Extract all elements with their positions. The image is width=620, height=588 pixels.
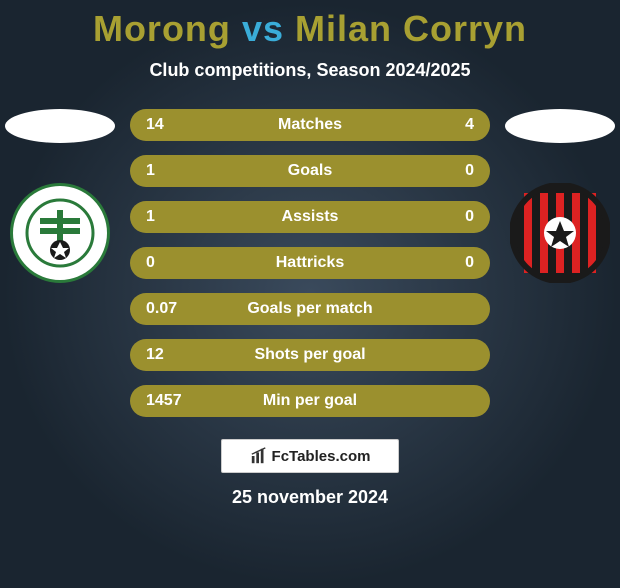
player1-column <box>0 109 120 283</box>
stat-row-assists: 1Assists0 <box>130 201 490 233</box>
stat-label: Goals per match <box>186 300 434 318</box>
stat-label: Min per goal <box>186 392 434 410</box>
subtitle: Club competitions, Season 2024/2025 <box>0 60 620 81</box>
stat-row-min-per-goal: 1457Min per goal <box>130 385 490 417</box>
stat-left-value: 1457 <box>146 392 186 410</box>
stat-row-hattricks: 0Hattricks0 <box>130 247 490 279</box>
player1-name: Morong <box>93 8 231 49</box>
chart-icon <box>250 447 268 465</box>
comparison-title: Morong vs Milan Corryn <box>0 8 620 50</box>
fctables-logo: FcTables.com <box>221 439 399 473</box>
vs-word: vs <box>242 8 284 49</box>
stat-row-shots-per-goal: 12Shots per goal <box>130 339 490 371</box>
stat-right-value: 0 <box>434 254 474 272</box>
player2-column <box>500 109 620 283</box>
player2-silhouette <box>505 109 615 143</box>
stat-row-matches: 14Matches4 <box>130 109 490 141</box>
stat-right-value: 0 <box>434 208 474 226</box>
player2-name: Milan Corryn <box>295 8 527 49</box>
date-text: 25 november 2024 <box>0 487 620 508</box>
logo-text: FcTables.com <box>272 448 371 465</box>
player1-silhouette <box>5 109 115 143</box>
stat-label: Matches <box>186 116 434 134</box>
stat-left-value: 14 <box>146 116 186 134</box>
stat-row-goals: 1Goals0 <box>130 155 490 187</box>
skalica-badge-icon <box>25 198 95 268</box>
stat-label: Hattricks <box>186 254 434 272</box>
stats-list: 14Matches41Goals01Assists00Hattricks00.0… <box>130 109 490 417</box>
content-area: 14Matches41Goals01Assists00Hattricks00.0… <box>0 109 620 417</box>
stat-label: Goals <box>186 162 434 180</box>
player1-club-badge <box>10 183 110 283</box>
stat-right-value: 0 <box>434 162 474 180</box>
stat-left-value: 12 <box>146 346 186 364</box>
stat-row-goals-per-match: 0.07Goals per match <box>130 293 490 325</box>
stat-left-value: 1 <box>146 162 186 180</box>
stat-label: Assists <box>186 208 434 226</box>
stat-left-value: 0.07 <box>146 300 186 318</box>
stat-label: Shots per goal <box>186 346 434 364</box>
stat-left-value: 1 <box>146 208 186 226</box>
player2-club-badge <box>510 183 610 283</box>
spartak-badge-icon <box>510 183 610 283</box>
stat-right-value: 4 <box>434 116 474 134</box>
stat-left-value: 0 <box>146 254 186 272</box>
